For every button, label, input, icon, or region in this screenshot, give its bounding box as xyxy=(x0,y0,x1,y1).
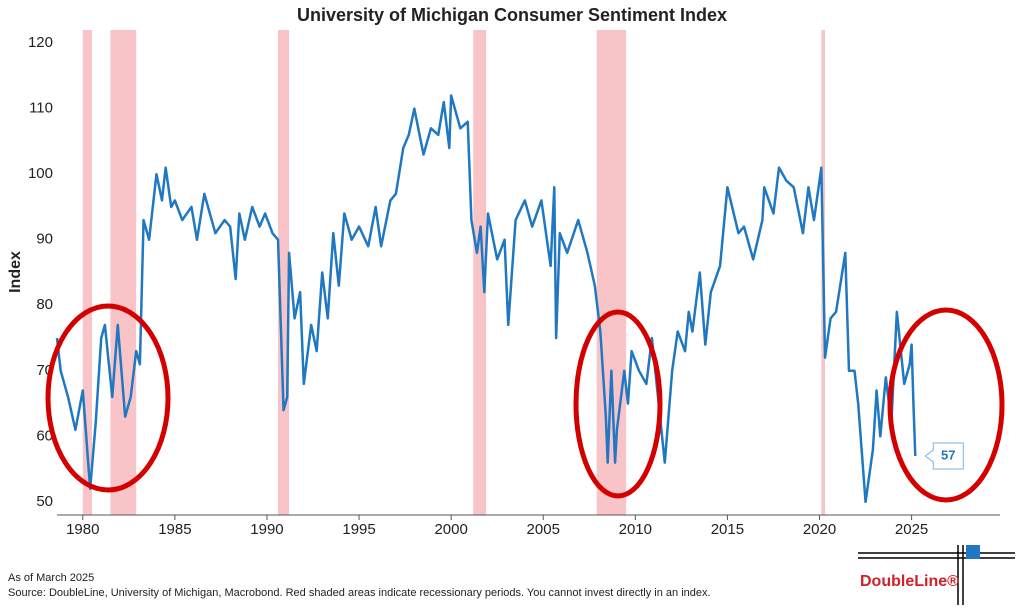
callout-label: 57 xyxy=(941,447,955,462)
recession-band xyxy=(82,30,92,515)
callout-box xyxy=(924,442,964,470)
y-tick-label: 90 xyxy=(36,231,53,248)
source-note: Source: DoubleLine, University of Michig… xyxy=(8,587,711,599)
highlight-circle xyxy=(45,303,171,493)
highlight-circle xyxy=(573,309,663,499)
x-tick-label: 2025 xyxy=(895,521,928,538)
recession-band xyxy=(473,30,487,515)
x-tick-label: 2020 xyxy=(803,521,836,538)
lines xyxy=(55,94,917,504)
callout: 57 xyxy=(924,442,964,470)
y-tick-label: 60 xyxy=(36,427,53,444)
y-tick-label: 100 xyxy=(28,165,53,182)
logo-text: DoubleLine® xyxy=(860,573,959,590)
recession-band xyxy=(278,30,290,515)
series-line xyxy=(55,94,917,504)
y-tick-label: 80 xyxy=(36,296,53,313)
chart-title: University of Michigan Consumer Sentimen… xyxy=(297,5,727,25)
logo-square xyxy=(966,545,980,559)
recession-band xyxy=(596,30,627,515)
logo: DoubleLine® xyxy=(858,545,1015,605)
y-tick-label: 110 xyxy=(29,100,53,117)
y-tick-label: 50 xyxy=(36,493,53,510)
x-tick-label: 1980 xyxy=(66,521,99,538)
x-tick-label: 1985 xyxy=(158,521,191,538)
y-axis-label: Index xyxy=(7,251,24,293)
x-tick-label: 1990 xyxy=(250,521,283,538)
annotation-circles xyxy=(45,303,1005,503)
as-of-note: As of March 2025 xyxy=(8,572,94,584)
y-tick-label: 120 xyxy=(28,34,53,51)
x-tick-label: 2000 xyxy=(434,521,467,538)
x-tick-label: 1995 xyxy=(342,521,375,538)
highlight-circle xyxy=(887,307,1005,503)
x-tick-label: 2005 xyxy=(527,521,560,538)
recession-band xyxy=(110,30,137,515)
x-tick-label: 2010 xyxy=(619,521,652,538)
x-tick-label: 2015 xyxy=(711,521,744,538)
